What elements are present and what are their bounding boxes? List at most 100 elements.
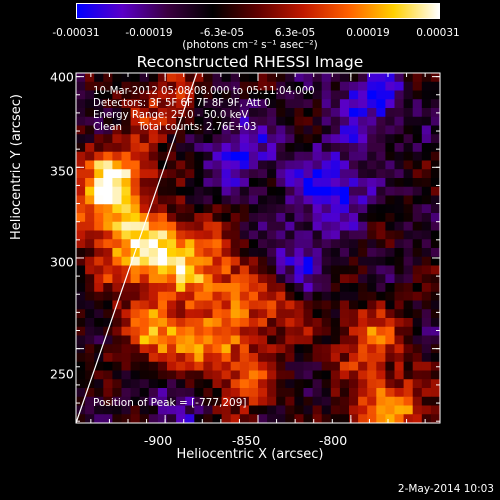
heatmap-cell bbox=[85, 361, 95, 371]
heatmap-cell bbox=[148, 204, 159, 214]
heatmap-cell bbox=[148, 361, 159, 371]
heatmap-cell bbox=[248, 213, 259, 223]
heatmap-cell bbox=[139, 265, 150, 275]
heatmap-cell bbox=[394, 73, 404, 83]
heatmap-cell bbox=[94, 204, 104, 214]
heatmap-cell bbox=[394, 90, 404, 100]
heatmap-cell bbox=[203, 151, 213, 161]
heatmap-cell bbox=[103, 213, 113, 223]
heatmap-cell bbox=[157, 353, 168, 363]
heatmap-cell bbox=[376, 90, 386, 100]
heatmap-cell bbox=[294, 256, 304, 266]
heatmap-cell bbox=[285, 396, 295, 406]
heatmap-cell bbox=[358, 178, 368, 188]
heatmap-cell bbox=[267, 186, 277, 196]
heatmap-cell bbox=[212, 361, 222, 371]
heatmap-cell bbox=[103, 283, 113, 293]
heatmap-cell bbox=[230, 160, 241, 170]
heatmap-cell bbox=[276, 248, 286, 258]
heatmap-cell bbox=[367, 283, 377, 293]
heatmap-cell bbox=[403, 125, 414, 135]
heatmap-cell bbox=[148, 160, 159, 170]
heatmap-cell bbox=[358, 204, 368, 214]
heatmap-cell bbox=[394, 370, 404, 380]
heatmap-cell bbox=[294, 178, 304, 188]
heatmap-cell bbox=[176, 344, 186, 354]
heatmap-cell bbox=[385, 143, 395, 153]
heatmap-cell bbox=[167, 195, 177, 205]
heatmap-cell bbox=[139, 125, 150, 135]
heatmap-cell bbox=[239, 414, 250, 424]
heatmap-cell bbox=[412, 361, 423, 371]
heatmap-cell bbox=[376, 125, 386, 135]
heatmap-cell bbox=[385, 309, 395, 319]
heatmap-cell bbox=[94, 370, 104, 380]
heatmap-cell bbox=[85, 274, 95, 284]
heatmap-cell bbox=[212, 335, 222, 345]
heatmap-cell bbox=[285, 195, 295, 205]
heatmap-cell bbox=[230, 370, 241, 380]
heatmap-cell bbox=[148, 388, 159, 398]
heatmap-cell bbox=[212, 396, 222, 406]
heatmap-cell bbox=[157, 361, 168, 371]
heatmap-cell bbox=[349, 283, 359, 293]
heatmap-cell bbox=[203, 178, 213, 188]
heatmap-cell bbox=[349, 318, 359, 328]
heatmap-cell bbox=[267, 213, 277, 223]
heatmap-cell bbox=[112, 405, 122, 415]
heatmap-cell bbox=[121, 90, 131, 100]
heatmap-cell bbox=[248, 248, 259, 258]
heatmap-cell bbox=[376, 73, 386, 83]
heatmap-cell bbox=[176, 169, 186, 179]
heatmap-cell bbox=[230, 178, 241, 188]
heatmap-cell bbox=[258, 239, 268, 249]
heatmap-cell bbox=[130, 221, 141, 231]
heatmap-cell bbox=[376, 256, 386, 266]
heatmap-cell bbox=[185, 186, 195, 196]
heatmap-cell bbox=[248, 361, 259, 371]
heatmap-cell bbox=[412, 414, 423, 424]
heatmap-cell bbox=[285, 361, 295, 371]
heatmap-cell bbox=[385, 169, 395, 179]
heatmap-cell bbox=[194, 160, 204, 170]
heatmap-cell bbox=[321, 396, 332, 406]
heatmap-cell bbox=[421, 335, 432, 345]
heatmap-cell bbox=[303, 379, 313, 389]
heatmap-cell bbox=[367, 414, 377, 424]
heatmap-cell bbox=[212, 230, 222, 240]
heatmap-cell bbox=[358, 186, 368, 196]
heatmap-cell bbox=[258, 178, 268, 188]
heatmap-cell bbox=[212, 405, 222, 415]
heatmap-cell bbox=[412, 108, 423, 118]
heatmap-cell bbox=[358, 291, 368, 301]
heatmap-cell bbox=[76, 370, 86, 380]
heatmap-cell bbox=[376, 379, 386, 389]
heatmap-cell bbox=[367, 134, 377, 144]
heatmap-cell bbox=[248, 204, 259, 214]
heatmap-cell bbox=[276, 204, 286, 214]
heatmap-cell bbox=[330, 256, 341, 266]
heatmap-cell bbox=[94, 300, 104, 310]
heatmap-cell bbox=[230, 195, 241, 205]
heatmap-cell bbox=[239, 178, 250, 188]
heatmap-cell bbox=[121, 99, 131, 109]
heatmap-cell bbox=[176, 108, 186, 118]
heatmap-cell bbox=[321, 125, 332, 135]
heatmap-cell bbox=[385, 248, 395, 258]
heatmap-cell bbox=[339, 335, 350, 345]
heatmap-cell bbox=[203, 221, 213, 231]
heatmap-cell bbox=[185, 134, 195, 144]
heatmap-cell bbox=[112, 283, 122, 293]
heatmap-cell bbox=[130, 99, 141, 109]
heatmap-cell bbox=[267, 309, 277, 319]
heatmap-cell bbox=[76, 283, 86, 293]
heatmap-cell bbox=[221, 344, 232, 354]
heatmap-cell bbox=[267, 396, 277, 406]
heatmap-cell bbox=[239, 213, 250, 223]
heatmap-cell bbox=[303, 204, 313, 214]
heatmap-cell bbox=[94, 318, 104, 328]
heatmap-cell bbox=[267, 169, 277, 179]
heatmap-cell bbox=[421, 178, 432, 188]
heatmap-cell bbox=[221, 283, 232, 293]
heatmap-cell bbox=[339, 204, 350, 214]
